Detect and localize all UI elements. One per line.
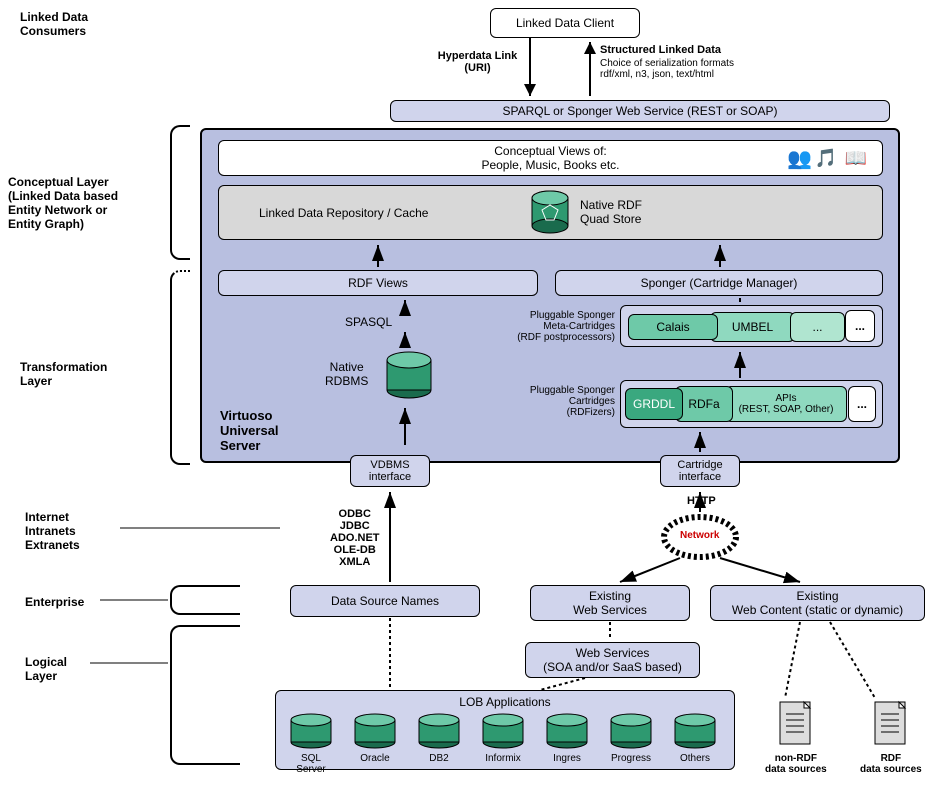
linked-data-client: Linked Data Client <box>490 8 640 38</box>
rdf-doc: RDF data sources <box>860 700 922 775</box>
quad-store-icon <box>530 190 570 235</box>
rdbms-icon <box>385 350 433 400</box>
ws-box: Web Services (SOA and/or SaaS based) <box>525 642 700 678</box>
brace-logical <box>170 625 240 765</box>
brace-transform <box>170 270 190 465</box>
sld-sub: Choice of serialization formats rdf/xml,… <box>600 58 734 80</box>
rdfa-cart: RDFa <box>675 386 733 422</box>
brace-enterprise <box>170 585 240 615</box>
label-transform: Transformation Layer <box>20 360 107 388</box>
cartridge-interface: Cartridge interface <box>660 455 740 487</box>
db-cyl: Oracle <box>347 712 403 775</box>
sparql-service: SPARQL or Sponger Web Service (REST or S… <box>390 100 890 122</box>
odbc-label: ODBC JDBC ADO.NET OLE-DB XMLA <box>330 508 380 568</box>
db-cyl: Ingres <box>539 712 595 775</box>
label-conceptual: Conceptual Layer (Linked Data based Enti… <box>8 175 118 231</box>
brace-conceptual <box>170 125 190 260</box>
rdf-text: RDF data sources <box>860 753 922 775</box>
vdbms-interface: VDBMS interface <box>350 455 430 487</box>
db-cyl: Others <box>667 712 723 775</box>
label-consumers: Linked Data Consumers <box>20 10 88 38</box>
calais-cart: Calais <box>628 314 718 340</box>
network-cloud: Network <box>660 512 740 562</box>
book-icon: 📖 <box>845 148 867 169</box>
label-logical: Logical Layer <box>25 655 67 683</box>
db-cyl: Progress <box>603 712 659 775</box>
db-cyl: Informix <box>475 712 531 775</box>
native-label: Native RDBMS <box>325 360 368 388</box>
repo-text: Linked Data Repository / Cache <box>259 206 428 220</box>
db-cyl: DB2 <box>411 712 467 775</box>
ewc-box: Existing Web Content (static or dynamic) <box>710 585 925 621</box>
db-cyl: SQL Server <box>283 712 339 775</box>
lob-dbs: SQL ServerOracleDB2InformixIngresProgres… <box>283 712 723 775</box>
dsn-box: Data Source Names <box>290 585 480 617</box>
hyperdata-label: Hyperdata Link (URI) <box>430 50 525 74</box>
music-icon: 🎵 <box>815 148 837 169</box>
meta-more: ... <box>790 312 845 342</box>
cart-dots: ... <box>848 386 876 422</box>
vus-label: Virtuoso Universal Server <box>220 408 279 453</box>
apis-cart: APIs (REST, SOAP, Other) <box>725 386 847 422</box>
spasql-label: SPASQL <box>345 315 392 329</box>
ews-box: Existing Web Services <box>530 585 690 621</box>
sponger-manager: Sponger (Cartridge Manager) <box>555 270 883 296</box>
people-icon: 👥 <box>787 146 812 171</box>
http-label: HTTP <box>687 495 716 507</box>
quad-text: Native RDF Quad Store <box>580 198 642 226</box>
conceptual-views: Conceptual Views of: People, Music, Book… <box>218 140 883 176</box>
label-enterprise: Enterprise <box>25 595 84 609</box>
views-text: Conceptual Views of: People, Music, Book… <box>481 144 619 172</box>
label-internet: Internet Intranets Extranets <box>25 510 80 552</box>
grddl-cart: GRDDL <box>625 388 683 420</box>
nonrdf-doc: non-RDF data sources <box>765 700 827 775</box>
sld-label: Structured Linked Data <box>600 44 721 56</box>
nonrdf-text: non-RDF data sources <box>765 753 827 775</box>
meta-dots: ... <box>845 310 875 342</box>
network-text: Network <box>680 530 719 541</box>
rdf-views: RDF Views <box>218 270 538 296</box>
cart-label: Pluggable Sponger Cartridges (RDFizers) <box>505 385 615 418</box>
umbel-cart: UMBEL <box>710 312 795 342</box>
meta-label: Pluggable Sponger Meta-Cartridges (RDF p… <box>505 310 615 343</box>
